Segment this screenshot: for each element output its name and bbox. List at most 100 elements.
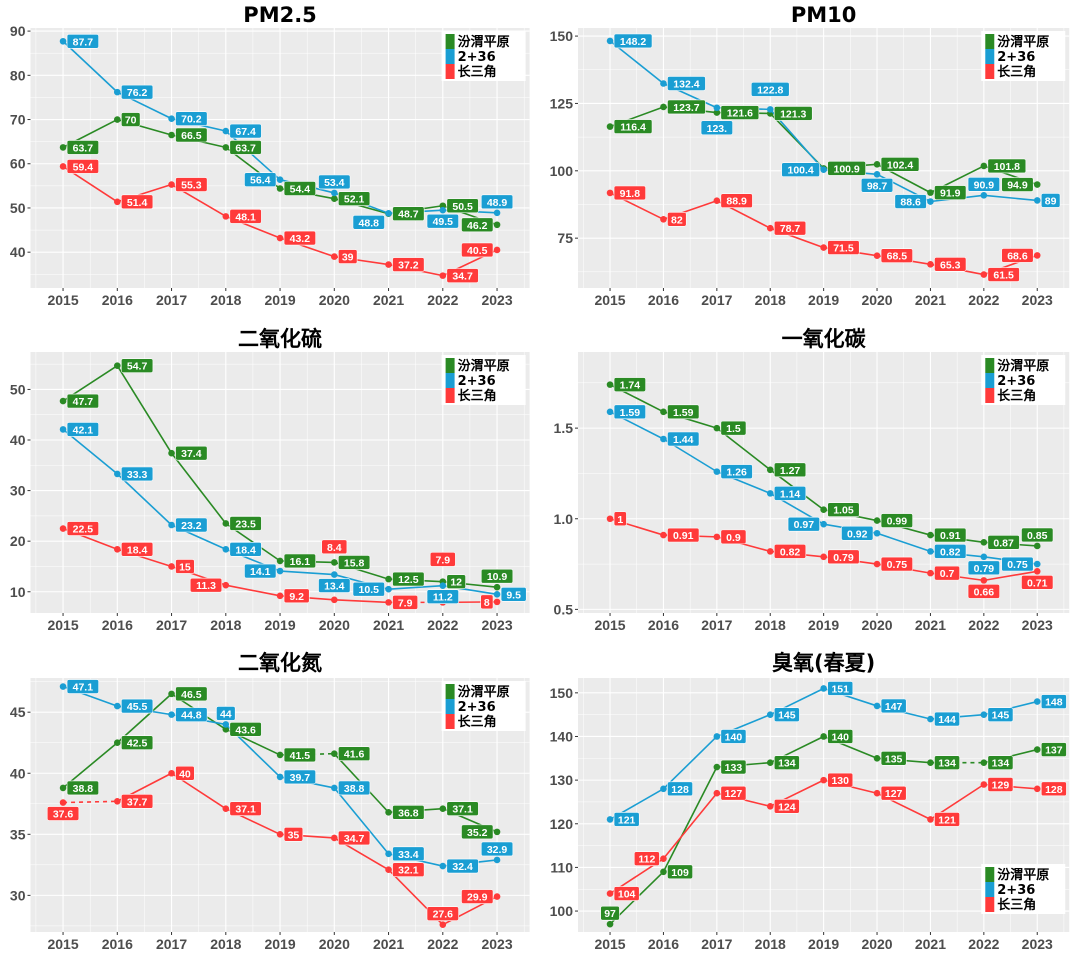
data-point: [331, 195, 338, 202]
x-tick-label: 2015: [594, 617, 625, 633]
legend-swatch: [445, 64, 455, 79]
data-label: 34.7: [446, 268, 479, 283]
data-label: 43.2: [283, 230, 316, 246]
data-label-text: 35: [288, 829, 300, 841]
data-point: [385, 209, 392, 217]
data-point: [331, 189, 338, 197]
x-tick-label: 2019: [808, 292, 839, 308]
y-tick-label: 20: [10, 533, 26, 549]
data-label-box: [827, 729, 854, 744]
data-label-text: 37.7: [127, 796, 148, 808]
data-label: 134: [987, 755, 1014, 770]
data-label-text: 0.91: [673, 530, 694, 542]
data-label-text: 145: [992, 710, 1010, 722]
y-tick-label: 50: [10, 381, 26, 397]
data-label: 61.5: [987, 267, 1020, 282]
y-tick-label: 100: [550, 163, 574, 179]
x-tick-label: 2017: [701, 292, 732, 308]
data-label-text: 76.2: [127, 87, 148, 99]
x-tick-label: 2021: [373, 292, 404, 308]
data-label: 39.7: [283, 769, 316, 785]
data-label-box: [175, 765, 195, 781]
data-label-box: [667, 404, 700, 420]
data-label-text: 124: [778, 801, 796, 813]
data-label: 121.3: [773, 106, 813, 121]
data-label-box: [175, 127, 208, 143]
data-point: [1033, 698, 1041, 705]
data-point: [1033, 568, 1041, 575]
data-label: 36.8: [392, 805, 425, 820]
data-point: [493, 828, 501, 836]
data-label-box: [500, 586, 527, 602]
data-point: [713, 197, 721, 205]
data-label-text: 33.4: [398, 849, 419, 861]
data-label-text: 37.6: [53, 809, 74, 821]
data-label: 35: [283, 827, 304, 842]
data-label: 48.8: [352, 214, 385, 230]
data-point: [385, 261, 392, 268]
data-label-box: [633, 851, 660, 866]
data-label: 38.8: [337, 780, 371, 796]
data-point: [168, 115, 175, 122]
data-label: 0.97: [787, 516, 820, 532]
y-tick-label: 125: [550, 95, 574, 111]
data-label-text: 59.4: [73, 161, 94, 173]
data-point: [980, 711, 988, 718]
data-point: [927, 189, 934, 196]
data-label-box: [773, 755, 800, 770]
data-label-text: 42.5: [127, 738, 148, 750]
x-tick-label: 2023: [481, 617, 512, 633]
data-label-text: 140: [725, 731, 743, 743]
data-label-text: 121.6: [727, 108, 753, 120]
data-label-box: [392, 257, 425, 272]
x-tick-label: 2016: [102, 292, 133, 308]
series-segment: [662, 766, 718, 873]
data-label: 121: [934, 812, 960, 827]
legend-label: 汾渭平原: [458, 684, 510, 700]
data-label-box: [781, 162, 820, 178]
data-label-box: [121, 194, 154, 210]
data-label-text: 48.1: [235, 211, 256, 223]
data-label-box: [352, 581, 385, 597]
data-label: 128: [667, 781, 693, 797]
data-point: [1033, 560, 1041, 568]
data-label-text: 151: [831, 683, 849, 695]
data-point: [766, 803, 774, 810]
data-label-box: [244, 172, 277, 187]
data-point: [927, 198, 934, 205]
data-point: [168, 711, 175, 718]
y-tick-label: 1.5: [554, 420, 574, 436]
data-point: [873, 702, 881, 710]
data-label-text: 9.2: [289, 591, 304, 603]
data-label-text: 94.9: [1007, 180, 1028, 192]
data-label-box: [667, 76, 706, 91]
data-label: 8.4: [321, 539, 348, 555]
data-label: 63.7: [229, 140, 262, 155]
y-tick-label: 1.0: [554, 511, 574, 527]
data-label-box: [987, 158, 1027, 174]
data-label-text: 130: [831, 775, 849, 787]
legend-label: 长三角: [997, 64, 1036, 80]
data-label-text: 0.7: [940, 568, 955, 580]
legend-swatch: [985, 64, 995, 79]
data-point: [980, 553, 988, 561]
data-label-text: 109: [671, 867, 689, 879]
x-tick-label: 2021: [915, 617, 946, 633]
x-tick-label: 2023: [481, 292, 512, 308]
y-tick-label: 35: [10, 826, 26, 842]
data-point: [660, 785, 667, 793]
data-label-box: [667, 211, 687, 227]
data-label: 32.9: [480, 841, 514, 857]
data-label: 109: [667, 864, 693, 880]
data-label: 145: [987, 707, 1014, 722]
y-tick-label: 40: [10, 765, 26, 781]
data-label: 37.1: [229, 801, 262, 816]
data-label: 46.5: [175, 686, 208, 702]
data-label-box: [321, 539, 348, 555]
data-label-box: [283, 181, 316, 196]
data-label: 97: [600, 905, 620, 921]
data-label-box: [66, 780, 99, 796]
data-label: 145: [773, 707, 800, 722]
data-label-text: 48.7: [398, 209, 419, 221]
